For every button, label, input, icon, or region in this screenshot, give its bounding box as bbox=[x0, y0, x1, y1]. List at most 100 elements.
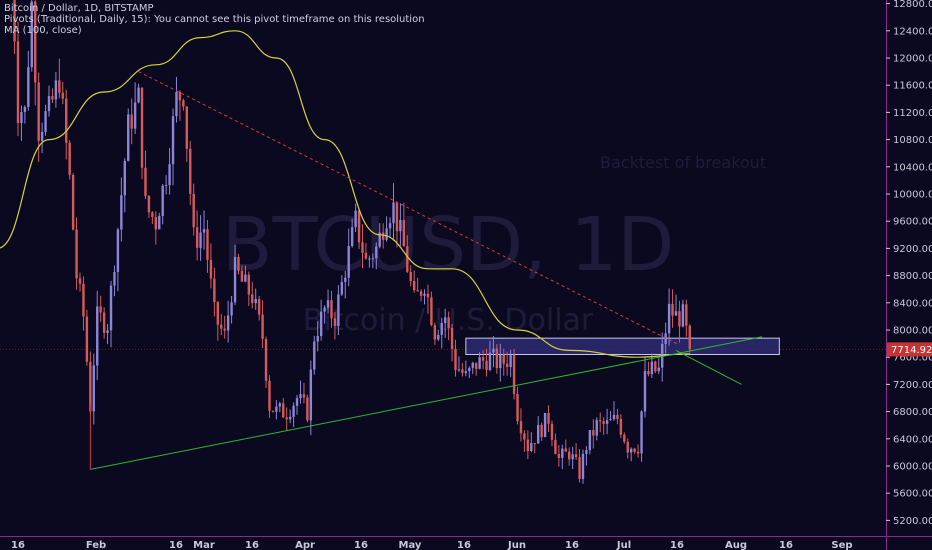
candle-body bbox=[568, 451, 571, 460]
candle-body bbox=[189, 148, 192, 194]
candle-body bbox=[381, 232, 385, 240]
candle-body bbox=[120, 195, 123, 230]
candle-body bbox=[633, 448, 636, 452]
candle-body bbox=[512, 355, 516, 394]
candle bbox=[13, 0, 16, 55]
candle bbox=[285, 407, 288, 431]
candle bbox=[251, 281, 254, 309]
candle-body bbox=[102, 312, 106, 333]
candle bbox=[354, 203, 357, 233]
time-tick-label: 16 bbox=[565, 540, 579, 550]
candle bbox=[495, 344, 499, 374]
candle-body bbox=[402, 219, 406, 247]
time-axis: 16 Feb 16 Mar 16 Apr 16 May 16 Jun 16 Jul 16 Aug 16 Sep bbox=[11, 540, 853, 550]
candle-body bbox=[557, 453, 561, 458]
candle-body bbox=[361, 242, 364, 253]
candle-body bbox=[288, 416, 292, 420]
candle bbox=[209, 243, 213, 289]
candle bbox=[426, 284, 430, 314]
candle bbox=[399, 203, 402, 246]
candle bbox=[113, 265, 116, 297]
candle bbox=[271, 410, 275, 413]
candle bbox=[523, 430, 526, 452]
candle bbox=[357, 209, 361, 249]
candle-body bbox=[619, 419, 623, 435]
candle bbox=[375, 242, 378, 270]
price-tick-label: 9600.00 bbox=[893, 217, 932, 228]
candle bbox=[175, 76, 178, 123]
candle-body bbox=[164, 185, 168, 187]
candle-body bbox=[254, 298, 257, 304]
candle bbox=[385, 216, 388, 242]
candle bbox=[474, 362, 478, 376]
candle-body bbox=[71, 174, 75, 230]
candle bbox=[609, 411, 612, 421]
candle-body bbox=[578, 457, 581, 479]
candle bbox=[206, 220, 209, 273]
candle-body bbox=[599, 420, 602, 422]
candle bbox=[151, 211, 154, 225]
candle bbox=[430, 291, 433, 327]
price-tick-label: 5200.00 bbox=[893, 516, 932, 527]
candle bbox=[247, 271, 251, 306]
candle-body bbox=[226, 315, 230, 331]
legend-pivots: Pivots (Traditional, Daily, 15): You can… bbox=[4, 14, 425, 25]
candle-body bbox=[337, 294, 340, 326]
candle-body bbox=[106, 330, 109, 333]
candle-body bbox=[585, 450, 588, 454]
candle bbox=[633, 447, 636, 454]
candle-body bbox=[68, 142, 71, 175]
candle-body bbox=[99, 306, 102, 313]
candle-body bbox=[299, 394, 302, 399]
time-tick-label: Jul bbox=[616, 540, 631, 550]
candle bbox=[233, 244, 237, 306]
candle bbox=[547, 405, 550, 433]
candle-body bbox=[385, 228, 388, 240]
price-tick-label: 7600.00 bbox=[893, 353, 932, 364]
candle-body bbox=[323, 307, 326, 312]
candle bbox=[30, 0, 33, 72]
candle-body bbox=[536, 424, 540, 444]
candle bbox=[244, 265, 247, 283]
candle-body bbox=[447, 317, 450, 328]
chart-legend: Bitcoin / Dollar, 1D, BITSTAMP Pivots (T… bbox=[4, 3, 425, 36]
candle-body bbox=[454, 349, 457, 371]
candle-body bbox=[595, 420, 598, 436]
candle-body bbox=[123, 160, 126, 196]
time-tick-label: 16 bbox=[169, 540, 183, 550]
candle bbox=[61, 81, 64, 105]
candle bbox=[381, 223, 385, 249]
candle-body bbox=[674, 311, 678, 316]
candle-body bbox=[543, 413, 547, 438]
candle bbox=[550, 420, 554, 446]
candle bbox=[47, 85, 51, 117]
candle bbox=[202, 210, 206, 250]
candle-body bbox=[85, 316, 89, 362]
candle bbox=[326, 289, 330, 314]
candle bbox=[109, 280, 113, 348]
watermark-ticker: BTCUSD, 1D bbox=[222, 202, 675, 288]
candle-body bbox=[309, 369, 313, 421]
time-tick-label: 16 bbox=[670, 540, 684, 550]
candle bbox=[554, 433, 557, 455]
candle bbox=[616, 408, 619, 425]
candle-body bbox=[154, 217, 157, 230]
candle bbox=[27, 50, 30, 111]
candle-body bbox=[206, 229, 209, 260]
candle bbox=[533, 442, 536, 454]
candle-body bbox=[499, 354, 502, 369]
candle bbox=[268, 375, 271, 418]
candle-body bbox=[44, 111, 47, 132]
candle-body bbox=[685, 304, 688, 326]
candle bbox=[344, 271, 347, 299]
candle-body bbox=[588, 430, 592, 451]
candle-body bbox=[623, 434, 626, 442]
moving-average-line bbox=[0, 30, 690, 358]
candle-body bbox=[20, 112, 23, 124]
candle-body bbox=[109, 285, 113, 331]
candle-body bbox=[464, 371, 468, 374]
candle bbox=[447, 311, 450, 341]
candle-body bbox=[144, 167, 147, 197]
candle bbox=[419, 289, 423, 302]
